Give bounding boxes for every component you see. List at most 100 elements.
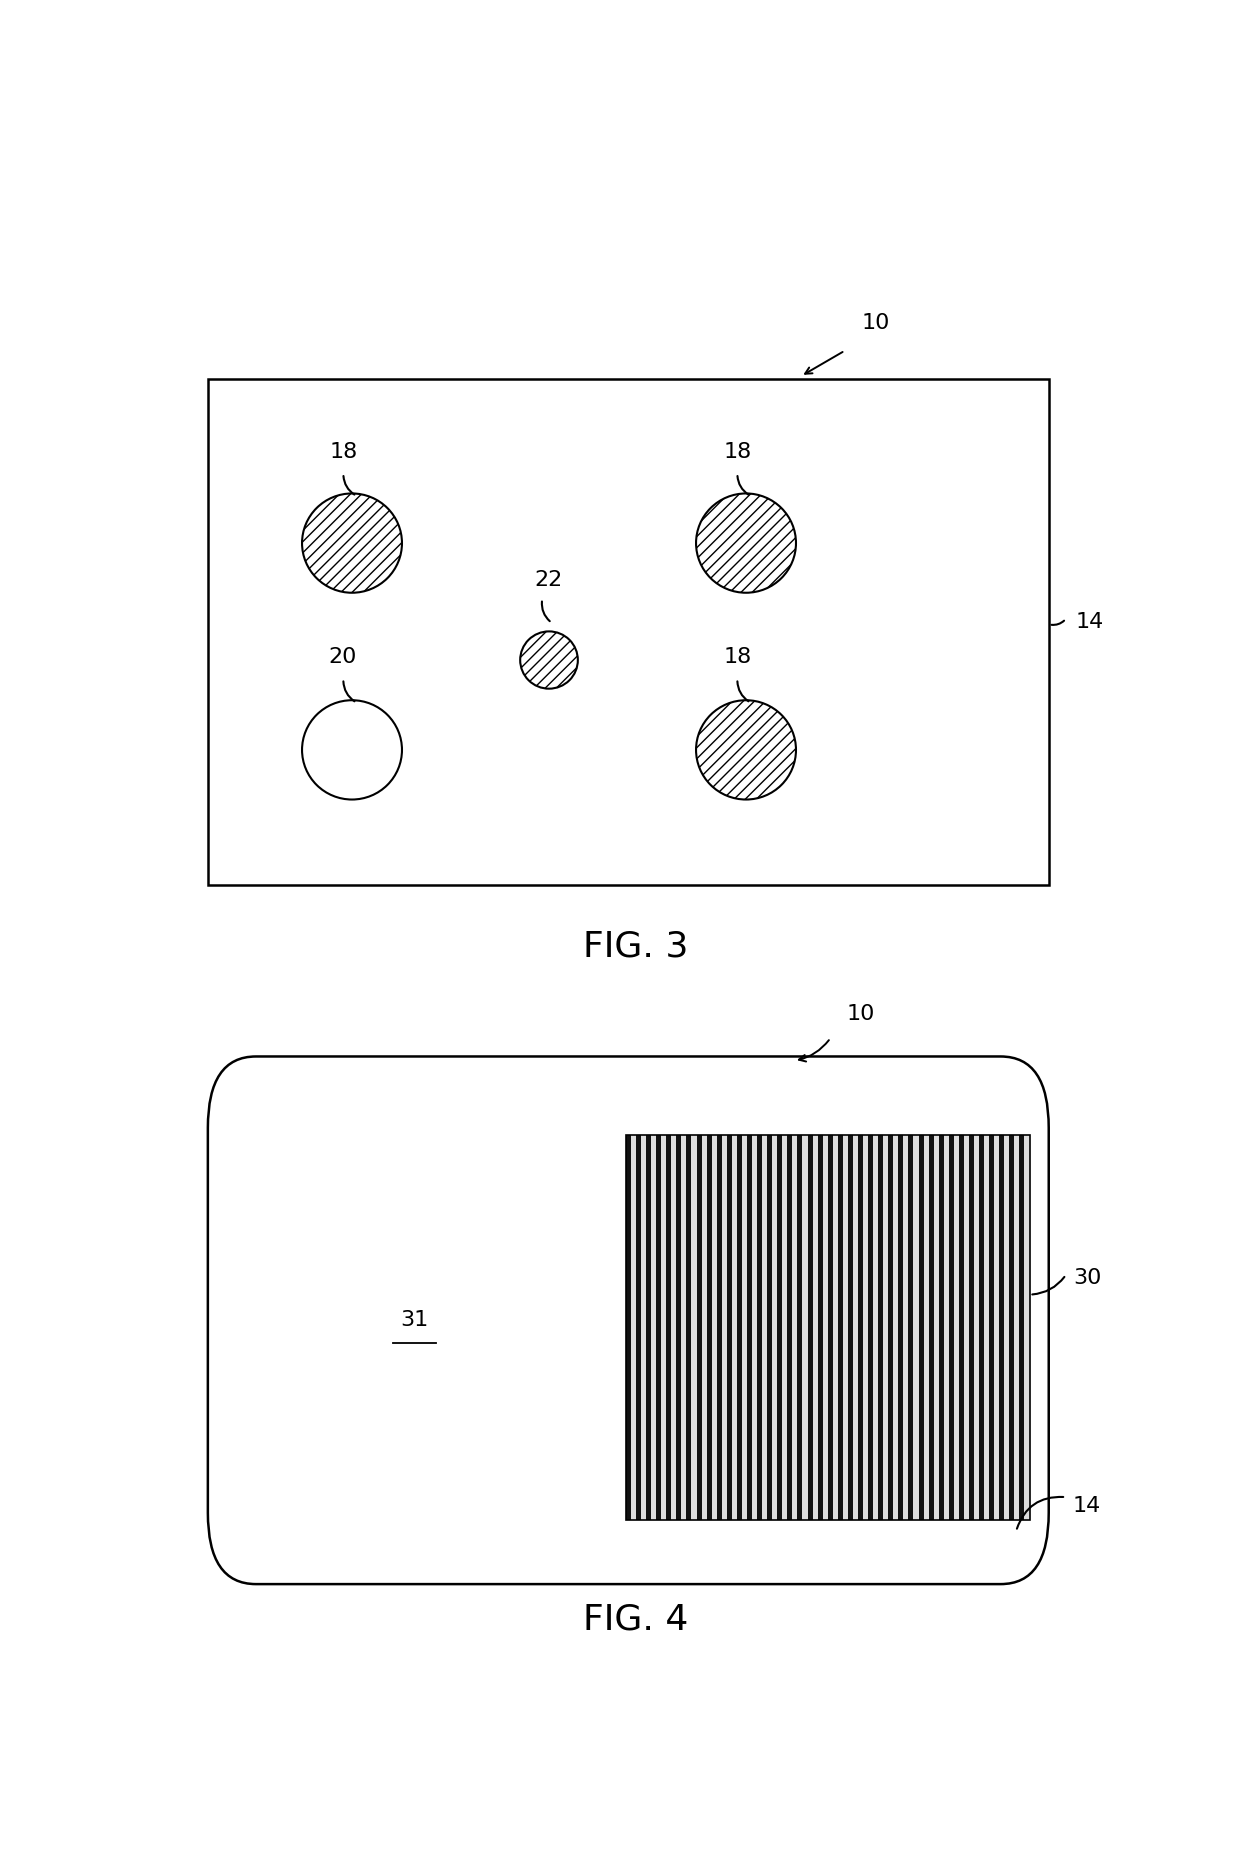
Bar: [666, 1135, 671, 1520]
Bar: [802, 1135, 807, 1520]
Bar: [1004, 1135, 1009, 1520]
Bar: [863, 1135, 868, 1520]
Bar: [797, 1135, 802, 1520]
Bar: [626, 1135, 1029, 1520]
Bar: [727, 1135, 732, 1520]
Bar: [687, 1135, 692, 1520]
Bar: [671, 1135, 676, 1520]
Bar: [959, 1135, 963, 1520]
Bar: [990, 1135, 994, 1520]
Bar: [853, 1135, 858, 1520]
Bar: [763, 1135, 768, 1520]
Ellipse shape: [303, 700, 402, 800]
Bar: [999, 1135, 1004, 1520]
Bar: [828, 1135, 833, 1520]
Bar: [929, 1135, 934, 1520]
Bar: [208, 380, 1049, 885]
Bar: [980, 1135, 985, 1520]
Bar: [838, 1135, 843, 1520]
Text: 14: 14: [1073, 1496, 1101, 1515]
Bar: [914, 1135, 919, 1520]
Bar: [968, 1135, 973, 1520]
Bar: [949, 1135, 954, 1520]
Bar: [939, 1135, 944, 1520]
Bar: [636, 1135, 641, 1520]
Bar: [919, 1135, 924, 1520]
Bar: [717, 1135, 722, 1520]
Bar: [651, 1135, 656, 1520]
Bar: [934, 1135, 939, 1520]
Ellipse shape: [696, 493, 796, 593]
Bar: [1024, 1135, 1029, 1520]
Text: 18: 18: [724, 646, 753, 667]
Bar: [888, 1135, 893, 1520]
Bar: [822, 1135, 828, 1520]
Bar: [768, 1135, 773, 1520]
Bar: [944, 1135, 949, 1520]
Bar: [682, 1135, 687, 1520]
Bar: [893, 1135, 898, 1520]
Bar: [712, 1135, 717, 1520]
Bar: [843, 1135, 848, 1520]
Bar: [746, 1135, 751, 1520]
Bar: [737, 1135, 742, 1520]
Bar: [812, 1135, 817, 1520]
Text: 18: 18: [330, 443, 358, 461]
Text: 30: 30: [1073, 1267, 1101, 1287]
Bar: [873, 1135, 878, 1520]
Text: 22: 22: [534, 570, 563, 591]
Bar: [904, 1135, 909, 1520]
Bar: [787, 1135, 792, 1520]
Ellipse shape: [521, 632, 578, 689]
Bar: [732, 1135, 737, 1520]
Bar: [1014, 1135, 1019, 1520]
Bar: [909, 1135, 914, 1520]
Bar: [773, 1135, 777, 1520]
FancyBboxPatch shape: [208, 1056, 1049, 1583]
Text: 14: 14: [1075, 611, 1104, 632]
Bar: [792, 1135, 797, 1520]
Bar: [868, 1135, 873, 1520]
Bar: [963, 1135, 968, 1520]
Bar: [883, 1135, 888, 1520]
Bar: [1019, 1135, 1024, 1520]
Bar: [742, 1135, 746, 1520]
Bar: [833, 1135, 838, 1520]
Bar: [985, 1135, 990, 1520]
Bar: [807, 1135, 812, 1520]
Ellipse shape: [303, 493, 402, 593]
Bar: [817, 1135, 822, 1520]
Text: FIG. 4: FIG. 4: [583, 1602, 688, 1637]
Bar: [641, 1135, 646, 1520]
Text: FIG. 3: FIG. 3: [583, 930, 688, 963]
Bar: [848, 1135, 853, 1520]
Bar: [758, 1135, 763, 1520]
Text: 10: 10: [862, 313, 890, 333]
Bar: [878, 1135, 883, 1520]
Bar: [954, 1135, 959, 1520]
Ellipse shape: [696, 700, 796, 800]
Bar: [777, 1135, 782, 1520]
Bar: [702, 1135, 707, 1520]
Bar: [661, 1135, 666, 1520]
Bar: [697, 1135, 702, 1520]
Bar: [782, 1135, 787, 1520]
Bar: [707, 1135, 712, 1520]
Bar: [1009, 1135, 1014, 1520]
Bar: [994, 1135, 999, 1520]
Text: 10: 10: [847, 1004, 875, 1024]
Text: 20: 20: [327, 646, 356, 667]
Bar: [898, 1135, 904, 1520]
Text: 31: 31: [401, 1311, 429, 1330]
Bar: [924, 1135, 929, 1520]
Bar: [722, 1135, 727, 1520]
Text: 18: 18: [724, 443, 753, 461]
Bar: [626, 1135, 631, 1520]
Bar: [973, 1135, 980, 1520]
Bar: [858, 1135, 863, 1520]
Bar: [676, 1135, 682, 1520]
Bar: [751, 1135, 758, 1520]
Bar: [646, 1135, 651, 1520]
Bar: [631, 1135, 636, 1520]
Bar: [656, 1135, 661, 1520]
